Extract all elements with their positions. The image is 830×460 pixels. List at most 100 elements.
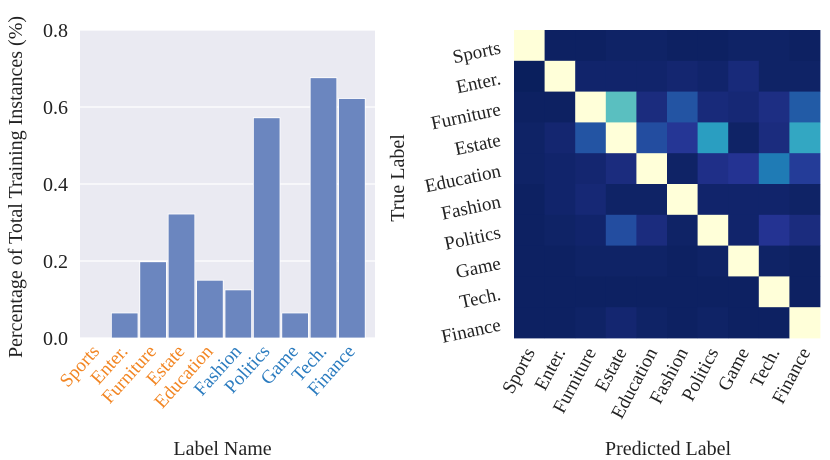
heatmap-col-labels: SportsEnter.FurnitureEstateEducationFash… xyxy=(498,344,815,422)
heatmap-cell xyxy=(544,276,576,308)
heatmap-cell xyxy=(667,307,698,339)
heatmap-cell xyxy=(728,122,760,154)
heatmap-cell xyxy=(667,153,698,185)
heatmap-cell xyxy=(605,214,637,246)
heatmap-cell xyxy=(575,214,607,246)
heatmap-row-label: Finance xyxy=(439,315,502,348)
heatmap-cell xyxy=(575,245,607,277)
heatmap-cells xyxy=(514,30,821,339)
bar-game xyxy=(281,312,309,339)
heatmap-cell xyxy=(789,91,821,123)
heatmap-cell xyxy=(697,214,729,246)
heatmap-cell xyxy=(605,122,637,154)
bar-furniture xyxy=(139,261,167,339)
heatmap-cell xyxy=(667,276,698,308)
heatmap-cell xyxy=(636,276,668,308)
heatmap-cell xyxy=(697,153,729,185)
heatmap-row-label: Education xyxy=(423,161,503,198)
heatmap-cell xyxy=(728,153,760,185)
heatmap-cell xyxy=(544,214,576,246)
heatmap-cell xyxy=(636,153,668,185)
heatmap-cell xyxy=(789,245,821,277)
heatmap-cell xyxy=(758,153,790,185)
bar-fashion xyxy=(224,289,253,339)
heatmap-cell xyxy=(667,91,698,123)
heatmap-cell xyxy=(636,122,668,154)
heatmap-cell xyxy=(697,184,729,216)
heatmap-cell xyxy=(514,184,545,216)
heatmap-cell xyxy=(514,122,545,154)
heatmap-cell xyxy=(697,276,729,308)
heatmap-cell xyxy=(636,60,668,92)
confusion-heatmap: SportsEnter.FurnitureEstateEducationFash… xyxy=(387,30,821,460)
heatmap-cell xyxy=(667,214,698,246)
heatmap-cell xyxy=(636,307,668,339)
heatmap-cell xyxy=(575,122,607,154)
heatmap-cell xyxy=(514,276,545,308)
heatmap-cell xyxy=(514,60,545,92)
heatmap-cell xyxy=(514,91,545,123)
heatmap-cell xyxy=(697,30,729,62)
heatmap-cell xyxy=(789,60,821,92)
heatmap-cell xyxy=(575,307,607,339)
heatmap-cell xyxy=(758,245,790,277)
bar-estate xyxy=(167,213,196,339)
heatmap-row-label: Furniture xyxy=(429,99,503,134)
bar-chart: 0.0 0.2 0.4 0.6 0.8 SportsEnter.FurnitureEst… xyxy=(5,16,375,460)
heatmap-cell xyxy=(728,60,760,92)
heatmap-cell xyxy=(728,245,760,277)
heatmap-cell xyxy=(575,60,607,92)
bar-politics xyxy=(252,117,281,339)
bar-chart-x-ticks: SportsEnter.FurnitureEstateEducationFash… xyxy=(56,341,360,413)
heatmap-cell xyxy=(789,307,821,339)
bar-chart-y-ticks: 0.0 0.2 0.4 0.6 0.8 xyxy=(43,20,68,350)
heatmap-cell xyxy=(667,122,698,154)
heatmap-row-label: Game xyxy=(454,253,503,283)
heatmap-cell xyxy=(544,184,576,216)
heatmap-cell xyxy=(514,214,545,246)
bar-enter xyxy=(111,312,139,339)
heatmap-cell xyxy=(728,184,760,216)
bar-finance xyxy=(338,98,366,339)
heatmap-cell xyxy=(667,30,698,62)
heatmap-cell xyxy=(728,91,760,123)
heatmap-cell xyxy=(728,30,760,62)
heatmap-row-label: Tech. xyxy=(458,284,503,313)
heatmap-cell xyxy=(605,276,637,308)
heatmap-cell xyxy=(544,30,576,62)
heatmap-cell xyxy=(605,307,637,339)
heatmap-col-label: Game xyxy=(714,344,754,394)
heatmap-cell xyxy=(575,276,607,308)
heatmap-cell xyxy=(514,153,545,185)
y-tick-label: 0.8 xyxy=(43,20,68,42)
heatmap-cell xyxy=(789,30,821,62)
heatmap-cell xyxy=(514,30,545,62)
heatmap-cell xyxy=(605,153,637,185)
heatmap-cell xyxy=(789,214,821,246)
heatmap-row-label: Sports xyxy=(451,38,503,69)
heatmap-cell xyxy=(605,91,637,123)
heatmap-cell xyxy=(697,91,729,123)
heatmap-cell xyxy=(789,184,821,216)
bar-chart-bars xyxy=(111,77,366,339)
y-tick-label: 0.4 xyxy=(43,174,68,196)
heatmap-cell xyxy=(544,153,576,185)
heatmap-cell xyxy=(514,307,545,339)
y-tick-label: 0.0 xyxy=(43,328,68,350)
heatmap-cell xyxy=(667,60,698,92)
heatmap-cell xyxy=(728,307,760,339)
heatmap-cell xyxy=(758,60,790,92)
heatmap-row-label: Estate xyxy=(453,130,503,160)
heatmap-cell xyxy=(636,184,668,216)
heatmap-row-label: Enter. xyxy=(454,68,502,98)
heatmap-cell xyxy=(697,60,729,92)
heatmap-x-axis-label: Predicted Label xyxy=(605,438,731,460)
heatmap-cell xyxy=(667,184,698,216)
heatmap-cell xyxy=(605,184,637,216)
heatmap-cell xyxy=(758,91,790,123)
heatmap-cell xyxy=(758,214,790,246)
heatmap-cell xyxy=(514,245,545,277)
heatmap-cell xyxy=(758,30,790,62)
heatmap-cell xyxy=(605,30,637,62)
